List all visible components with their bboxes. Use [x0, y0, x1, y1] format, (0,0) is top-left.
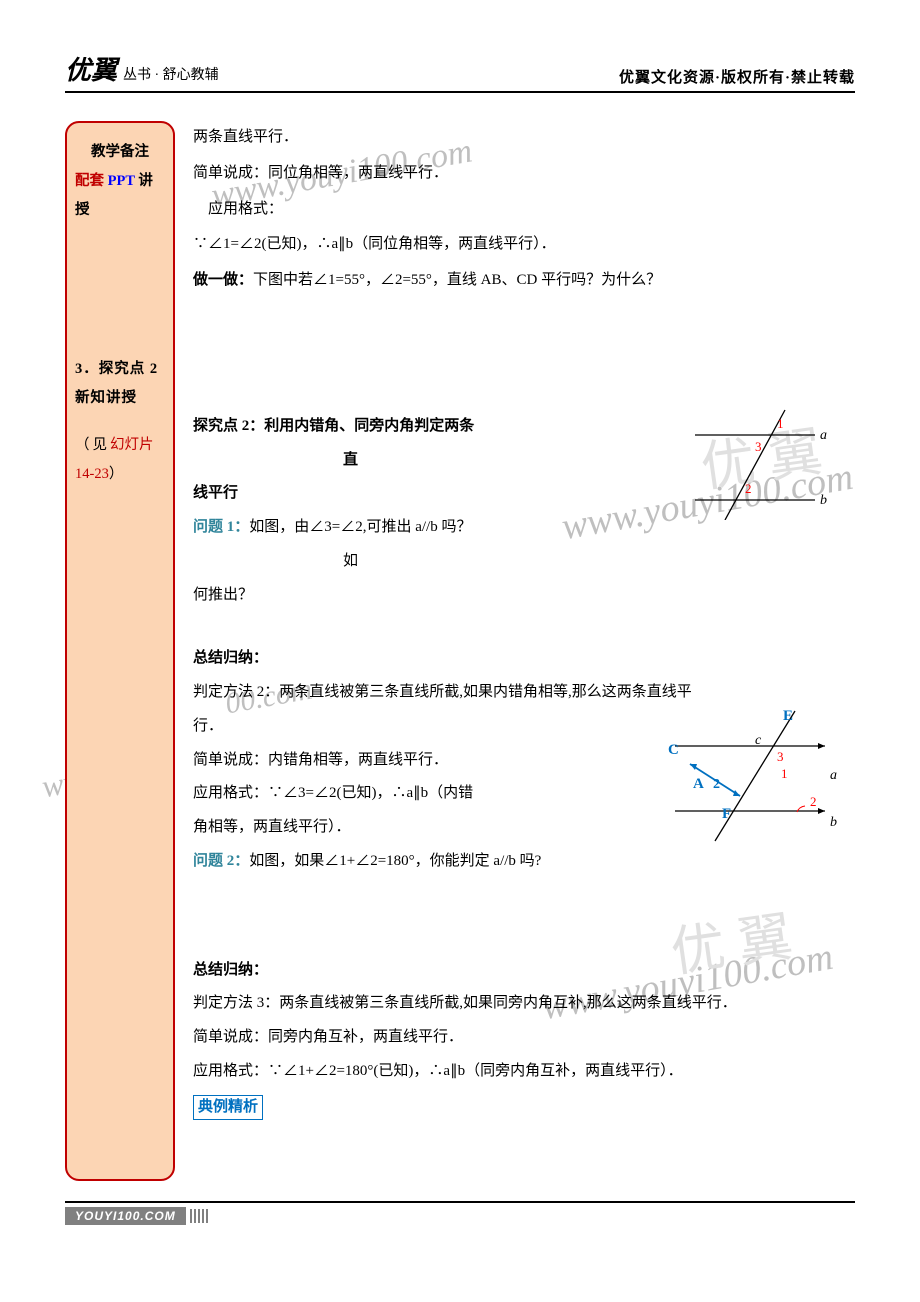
sec2-title-b: 直 — [343, 452, 358, 468]
sec2-title-c: 线平行 — [193, 485, 238, 501]
logo-area: 优翼 丛书 · 舒心教辅 — [65, 50, 219, 87]
m3-b: 简单说成：同旁内角互补，两直线平行． — [193, 1021, 855, 1055]
svg-text:2: 2 — [713, 777, 720, 792]
summary1: 总结归纳： — [193, 642, 855, 676]
svg-text:2: 2 — [810, 794, 817, 809]
q1-label: 问题 1： — [193, 519, 249, 535]
m2-b: 简单说成：内错角相等，两直线平行． — [193, 744, 473, 778]
sec2-title: 探究点 2：利用内错角、同旁内角判定两条 直 线平行 — [193, 410, 523, 511]
sidebar: 教学备注 配套 PPT 讲授 3．探究点 2 新知讲授 （见幻灯片14-23） — [65, 121, 175, 1181]
sidebar-title: 教学备注 — [75, 138, 165, 167]
sidebar-ppt: 配套 PPT 讲授 — [75, 167, 165, 225]
svg-text:b: b — [820, 493, 827, 508]
diagram-2: E C A 2 F c a b 3 1 2 — [655, 706, 865, 846]
logo-main: 优翼 — [65, 50, 117, 87]
p5-label: 做一做： — [193, 272, 253, 288]
svg-text:1: 1 — [777, 416, 784, 431]
sec2-title-a: 探究点 2：利用内错角、同旁内角判定两条 — [193, 418, 474, 434]
sidebar-section: 3．探究点 2 新知讲授 （见幻灯片14-23） — [75, 355, 165, 489]
slides-suffix: ） — [109, 466, 124, 482]
q1-text-a: 如图，由∠3=∠2,可推出 a//b 吗？ — [249, 519, 471, 535]
p4: ∵∠1=∠2(已知)，∴a∥b（同位角相等，两直线平行）． — [193, 228, 855, 262]
summary2: 总结归纳： — [193, 954, 855, 988]
svg-text:A: A — [693, 776, 704, 792]
q1-text-b: 如 — [343, 553, 358, 569]
footer-stripes-icon — [190, 1209, 208, 1223]
slides-prefix: （见 — [75, 437, 110, 453]
logo-sub: 丛书 · 舒心教辅 — [123, 64, 219, 84]
header-right: 优翼文化资源·版权所有·禁止转载 — [619, 66, 855, 87]
m3-c: 应用格式：∵∠1+∠2=180°(已知)，∴a∥b（同旁内角互补，两直线平行）． — [193, 1055, 855, 1089]
q2: 问题 2：如图，如果∠1+∠2=180°，你能判定 a//b 吗? — [193, 845, 855, 879]
q2-text: 如图，如果∠1+∠2=180°，你能判定 a//b 吗? — [249, 853, 541, 869]
svg-text:3: 3 — [755, 439, 762, 454]
diagram-1: a b 1 3 2 — [685, 405, 845, 520]
svg-text:a: a — [830, 768, 837, 783]
svg-text:b: b — [830, 815, 837, 830]
svg-text:2: 2 — [745, 481, 752, 496]
p3: 应用格式： — [193, 193, 855, 227]
q2-label: 问题 2： — [193, 853, 249, 869]
footer-text: YOUYI100.COM — [65, 1207, 186, 1225]
sidebar-sec-num: 3．探究点 2 新知讲授 — [75, 355, 165, 413]
p5: 做一做：下图中若∠1=55°，∠2=55°，直线 AB、CD 平行吗？为什么？ — [193, 264, 855, 298]
boxed-title: 典例精析 — [193, 1095, 263, 1120]
svg-text:C: C — [668, 742, 679, 758]
m2-a: 判定方法 2：两条直线被第三条直线所截,如果内错角相等,那么这两条直线平行． — [193, 676, 713, 744]
ppt-prefix: 配套 — [75, 173, 104, 189]
m2-c: 应用格式：∵∠3=∠2(已知)，∴a∥b（内错角相等，两直线平行）． — [193, 777, 483, 845]
p5-text: 下图中若∠1=55°，∠2=55°，直线 AB、CD 平行吗？为什么？ — [253, 272, 661, 288]
q1: 问题 1：如图，由∠3=∠2,可推出 a//b 吗？ 如 何推出？ — [193, 511, 523, 612]
m3-a: 判定方法 3：两条直线被第三条直线所截,如果同旁内角互补,那么这两条直线平行． — [193, 987, 855, 1021]
main-content: 两条直线平行． 简单说成：同位角相等，两直线平行． 应用格式： ∵∠1=∠2(已… — [193, 121, 855, 1181]
svg-text:1: 1 — [781, 766, 788, 781]
svg-text:a: a — [820, 428, 827, 443]
svg-text:F: F — [722, 806, 731, 822]
ppt-mid: PPT — [104, 173, 138, 189]
q1-text-c: 何推出？ — [193, 587, 253, 603]
svg-text:c: c — [755, 733, 762, 748]
sidebar-slides: （见幻灯片14-23） — [75, 431, 165, 489]
svg-text:3: 3 — [777, 749, 784, 764]
page-footer: YOUYI100.COM — [65, 1201, 855, 1225]
p2: 简单说成：同位角相等，两直线平行． — [193, 157, 855, 191]
page-header: 优翼 丛书 · 舒心教辅 优翼文化资源·版权所有·禁止转载 — [65, 50, 855, 93]
p1: 两条直线平行． — [193, 121, 855, 155]
svg-text:E: E — [783, 708, 793, 724]
